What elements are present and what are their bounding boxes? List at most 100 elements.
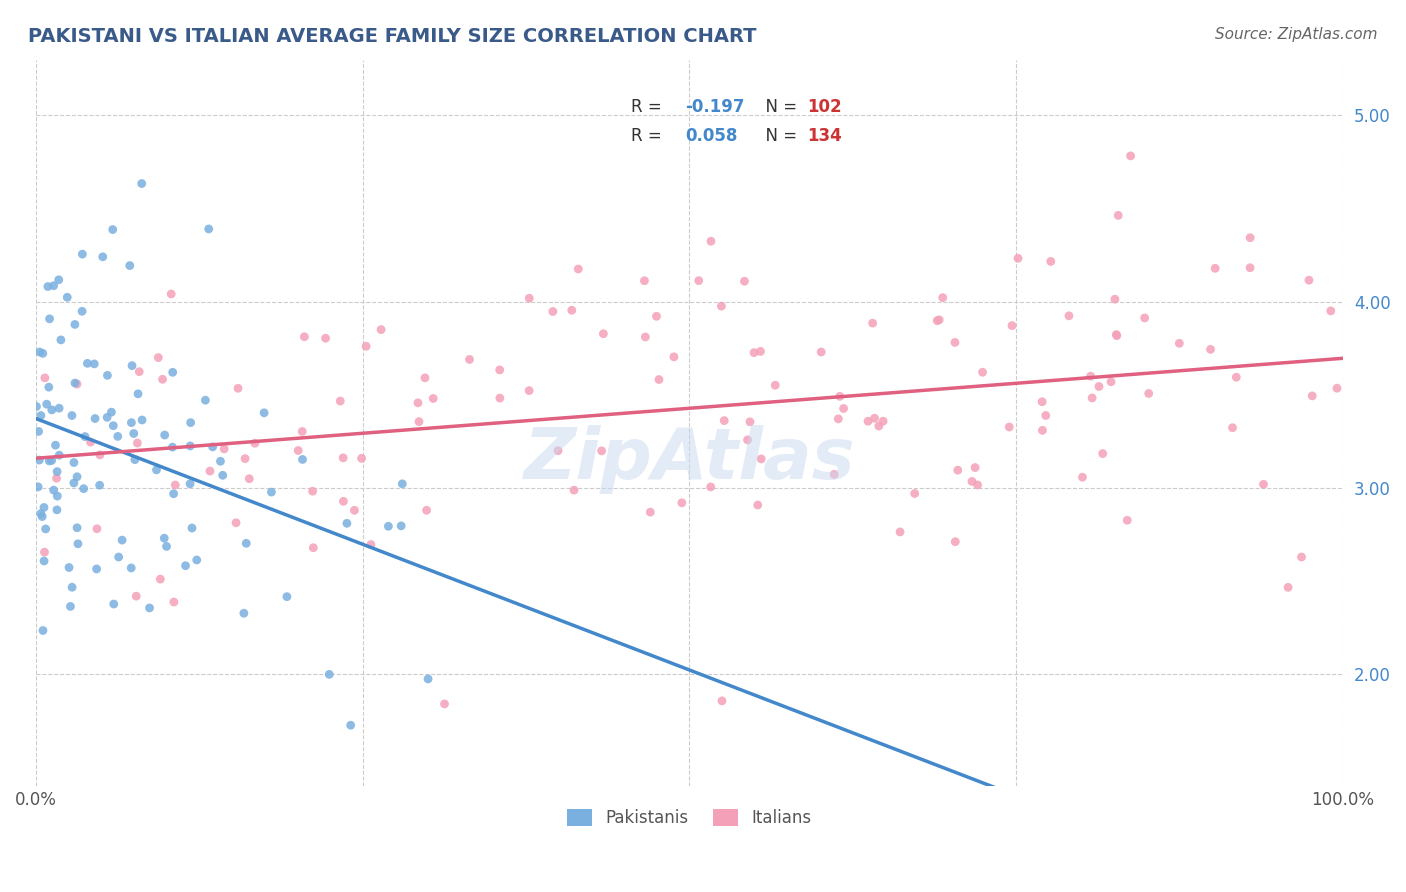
Point <box>91 250 114 264</box>
Point <box>489 391 512 405</box>
Point <box>89 448 111 462</box>
Point <box>1253 477 1275 491</box>
Point <box>163 595 186 609</box>
Point <box>700 234 723 248</box>
Point <box>591 443 613 458</box>
Point <box>904 486 927 500</box>
Point <box>60 580 83 594</box>
Point <box>149 572 172 586</box>
Point <box>58 560 80 574</box>
Point <box>872 414 894 428</box>
Point <box>1291 549 1313 564</box>
Text: PAKISTANI VS ITALIAN AVERAGE FAMILY SIZE CORRELATION CHART: PAKISTANI VS ITALIAN AVERAGE FAMILY SIZE… <box>28 27 756 45</box>
Point <box>517 384 540 398</box>
Point <box>943 335 966 350</box>
Point <box>48 448 70 462</box>
Point <box>45 471 67 485</box>
Point <box>315 331 337 345</box>
Point <box>567 262 589 277</box>
Point <box>406 396 429 410</box>
Point <box>120 561 142 575</box>
Point <box>1119 149 1142 163</box>
Point <box>738 415 761 429</box>
Point <box>73 429 96 443</box>
Point <box>1326 381 1348 395</box>
Point <box>124 452 146 467</box>
Point <box>301 484 323 499</box>
Point <box>34 522 56 536</box>
Point <box>1001 318 1024 333</box>
Point <box>1081 391 1104 405</box>
Point <box>27 425 49 439</box>
Point <box>862 316 884 330</box>
Point <box>120 416 142 430</box>
Point <box>927 314 949 328</box>
Point <box>488 363 510 377</box>
Point <box>1031 423 1053 437</box>
Point <box>1239 230 1261 244</box>
Point <box>832 401 855 416</box>
Point <box>336 516 359 531</box>
Point <box>63 456 86 470</box>
Point <box>86 522 108 536</box>
Point <box>162 487 184 501</box>
Point <box>162 440 184 454</box>
Point <box>96 410 118 425</box>
Point <box>226 381 249 395</box>
Point <box>291 425 314 439</box>
Point <box>27 480 49 494</box>
Point <box>415 503 437 517</box>
Point <box>59 599 82 614</box>
Point <box>89 478 111 492</box>
Point <box>671 496 693 510</box>
Point <box>48 401 70 416</box>
Point <box>37 279 59 293</box>
Point <box>1239 260 1261 275</box>
Point <box>640 505 662 519</box>
Point <box>634 330 657 344</box>
Point <box>197 222 219 236</box>
Point <box>749 451 772 466</box>
Point <box>127 436 149 450</box>
Point <box>79 435 101 450</box>
Point <box>38 311 60 326</box>
Point <box>662 350 685 364</box>
Point <box>422 392 444 406</box>
Point <box>276 590 298 604</box>
Point <box>101 222 124 236</box>
Point <box>28 345 51 359</box>
Point <box>41 403 63 417</box>
Point <box>41 453 63 467</box>
Point <box>458 352 481 367</box>
Point <box>360 538 382 552</box>
Point <box>121 359 143 373</box>
Point <box>1107 208 1129 222</box>
Point <box>118 259 141 273</box>
Point <box>153 428 176 442</box>
Point <box>747 498 769 512</box>
Point <box>339 718 361 732</box>
Point <box>592 326 614 341</box>
Point <box>828 389 851 403</box>
Point <box>31 509 53 524</box>
Point <box>688 274 710 288</box>
Point <box>70 304 93 318</box>
Point <box>633 274 655 288</box>
Point <box>332 494 354 508</box>
Point <box>72 247 94 261</box>
Point <box>42 483 65 497</box>
Point <box>243 436 266 450</box>
Point <box>179 476 201 491</box>
Point <box>329 394 352 409</box>
Point <box>38 380 60 394</box>
Point <box>1099 375 1122 389</box>
Point <box>253 406 276 420</box>
Point <box>1301 389 1323 403</box>
Point <box>737 433 759 447</box>
Point <box>46 489 69 503</box>
Text: -0.197: -0.197 <box>686 98 745 116</box>
Point <box>63 318 86 332</box>
Point <box>302 541 325 555</box>
Point <box>1071 470 1094 484</box>
Point <box>889 524 911 539</box>
